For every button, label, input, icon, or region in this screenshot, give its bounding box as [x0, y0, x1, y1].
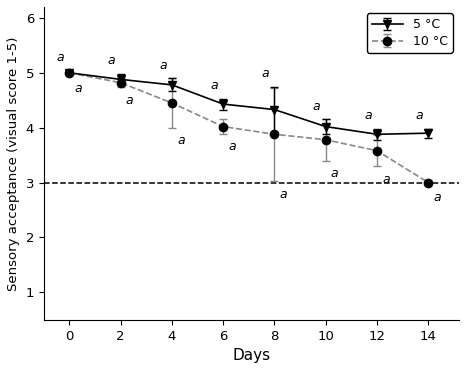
Text: a: a: [228, 140, 236, 153]
Text: a: a: [211, 79, 218, 92]
Text: a: a: [280, 188, 287, 201]
Text: a: a: [56, 51, 64, 64]
Text: a: a: [262, 67, 269, 80]
Text: a: a: [313, 100, 321, 113]
Text: a: a: [159, 59, 167, 72]
X-axis label: Days: Days: [233, 348, 270, 363]
Text: a: a: [177, 134, 185, 147]
Text: a: a: [331, 167, 338, 180]
Text: a: a: [416, 109, 423, 122]
Text: a: a: [433, 191, 441, 204]
Text: a: a: [382, 173, 390, 186]
Text: a: a: [126, 94, 133, 107]
Y-axis label: Sensory acceptance (visual score 1-5): Sensory acceptance (visual score 1-5): [7, 36, 20, 290]
Text: a: a: [364, 109, 372, 122]
Text: a: a: [75, 82, 82, 95]
Legend: 5 °C, 10 °C: 5 °C, 10 °C: [367, 13, 453, 53]
Text: a: a: [108, 54, 116, 67]
